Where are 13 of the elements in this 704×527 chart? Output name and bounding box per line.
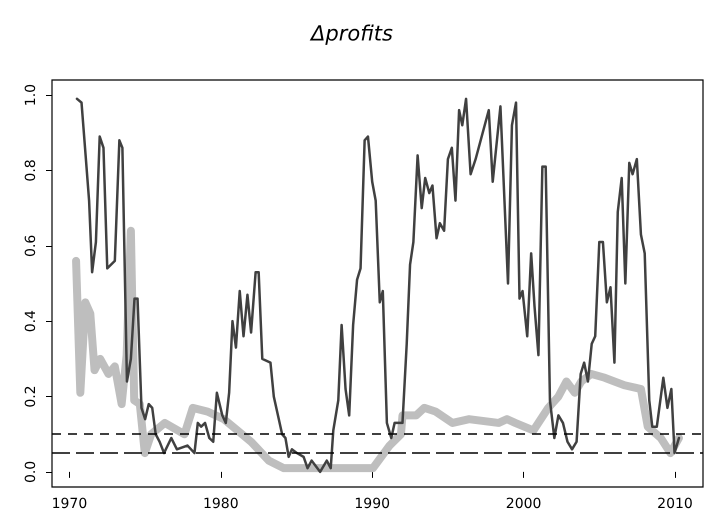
x-tick-label: 1980	[202, 496, 239, 512]
chart-title: Δprofits	[309, 22, 394, 46]
y-tick-label: 0.8	[23, 159, 39, 182]
x-tick-label: 1990	[354, 496, 390, 512]
x-tick-label: 2010	[657, 496, 693, 512]
y-tick-label: 0.4	[23, 310, 39, 332]
y-tick-label: 0.2	[23, 385, 39, 408]
y-tick-label: 0.6	[23, 234, 39, 257]
y-tick-label: 1.0	[23, 84, 39, 106]
line-series	[76, 98, 680, 474]
x-tick-label: 1970	[52, 496, 88, 512]
x-tick-label: 2000	[506, 496, 542, 512]
y-tick-label: 0.0	[23, 460, 39, 484]
